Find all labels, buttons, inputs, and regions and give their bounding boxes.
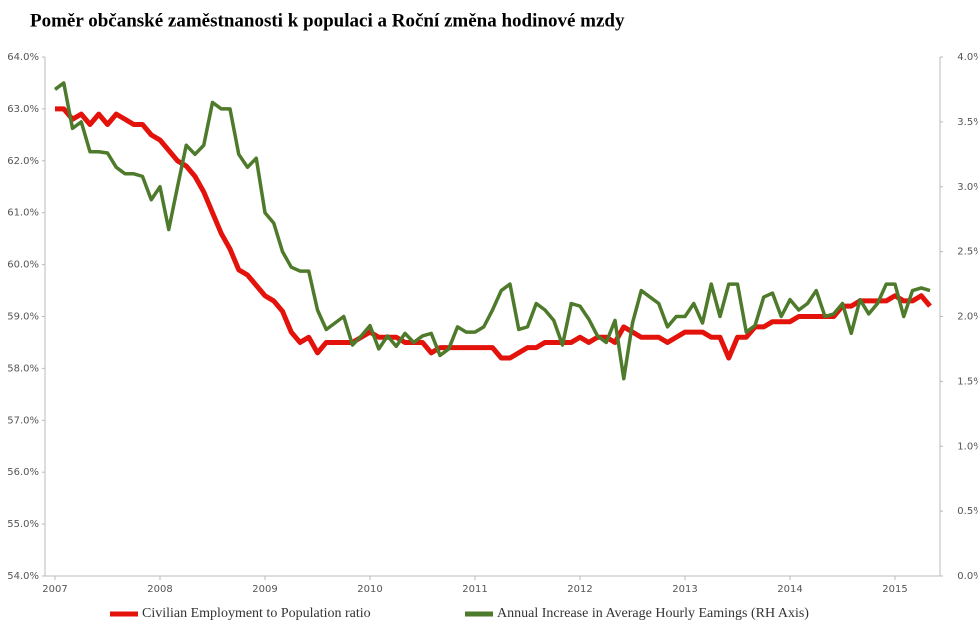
chart-title: Poměr občanské zaměstnanosti k populaci … [30,10,625,31]
y-tick-label: 55.0% [7,519,39,530]
y-tick-label: 57.0% [7,415,39,426]
y-tick-label: 63.0% [7,104,39,115]
y-tick-label: 60.0% [7,260,39,271]
series-line [55,106,932,361]
y-tick-label: 54.0% [7,571,39,582]
x-tick-label: 2014 [777,584,802,595]
y-tick-label: 59.0% [7,312,39,323]
x-tick-label: 2007 [42,584,67,595]
legend-label: Annual Increase in Average Hourly Eaming… [497,606,809,621]
y2-tick-label: 4.0% [957,52,978,63]
series-line [53,81,931,381]
x-tick-label: 2011 [462,584,487,595]
x-tick-label: 2008 [147,584,172,595]
x-tick-label: 2013 [672,584,697,595]
y2-tick-label: 2.0% [957,312,978,323]
y-tick-label: 64.0% [7,52,39,63]
y2-tick-label: 1.5% [957,376,978,387]
y2-tick-label: 3.5% [957,117,978,128]
y-tick-label: 61.0% [7,208,39,219]
y2-tick-label: 0.5% [957,506,978,517]
y2-tick-label: 3.0% [957,182,978,193]
x-tick-label: 2012 [567,584,592,595]
x-tick-label: 2015 [882,584,907,595]
y2-tick-label: 1.0% [957,441,978,452]
y2-tick-label: 2.5% [957,247,978,258]
y-tick-label: 56.0% [7,467,39,478]
x-tick-label: 2009 [252,584,277,595]
y-tick-label: 62.0% [7,156,39,167]
y2-tick-label: 0.0% [957,571,978,582]
legend-label: Civilian Employment to Population ratio [142,606,371,621]
y-tick-label: 58.0% [7,363,39,374]
x-tick-label: 2010 [357,584,382,595]
